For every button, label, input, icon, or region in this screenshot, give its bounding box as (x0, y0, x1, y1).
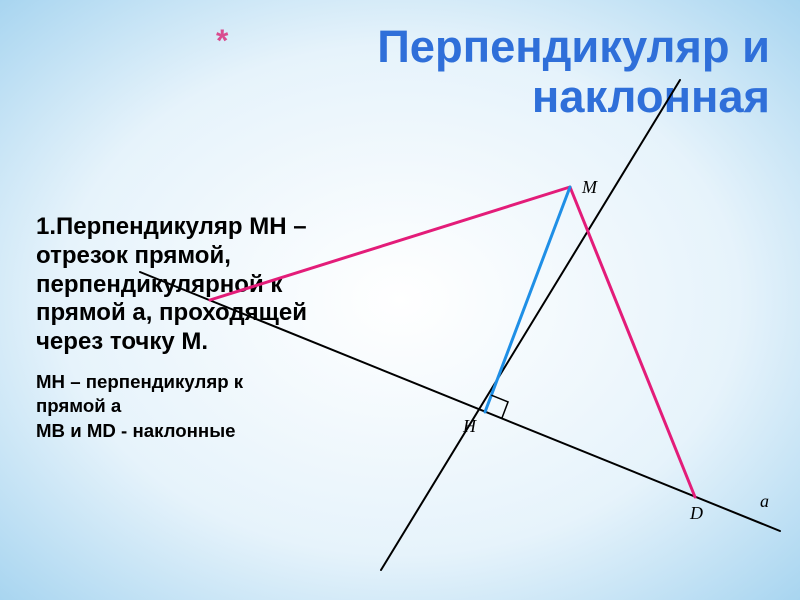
slide: * Перпендикуляр и наклонная 1.Перпендику… (0, 0, 800, 600)
oblique-1 (570, 187, 695, 497)
right-angle-mark (491, 395, 508, 419)
perpendicular (485, 187, 570, 412)
diagram-label: D (689, 503, 703, 523)
diagram-label: a (760, 491, 769, 511)
title-star: * (216, 22, 228, 59)
sub-line-1: МН – перпендикуляр к прямой а (36, 371, 243, 416)
sub-line-2: МВ и МD - наклонные (36, 420, 236, 441)
sub-lines: МН – перпендикуляр к прямой а МВ и МD - … (36, 370, 301, 443)
slide-title: Перпендикуляр и наклонная (230, 22, 770, 122)
title-line1: Перпендикуляр и (377, 21, 770, 72)
diagram-label: H (462, 416, 477, 436)
line-through-m (381, 80, 680, 570)
definition-text: 1.Перпендикуляр МН – отрезок прямой, пер… (36, 213, 331, 357)
title-line2: наклонная (532, 71, 770, 122)
diagram-label: M (581, 177, 598, 197)
